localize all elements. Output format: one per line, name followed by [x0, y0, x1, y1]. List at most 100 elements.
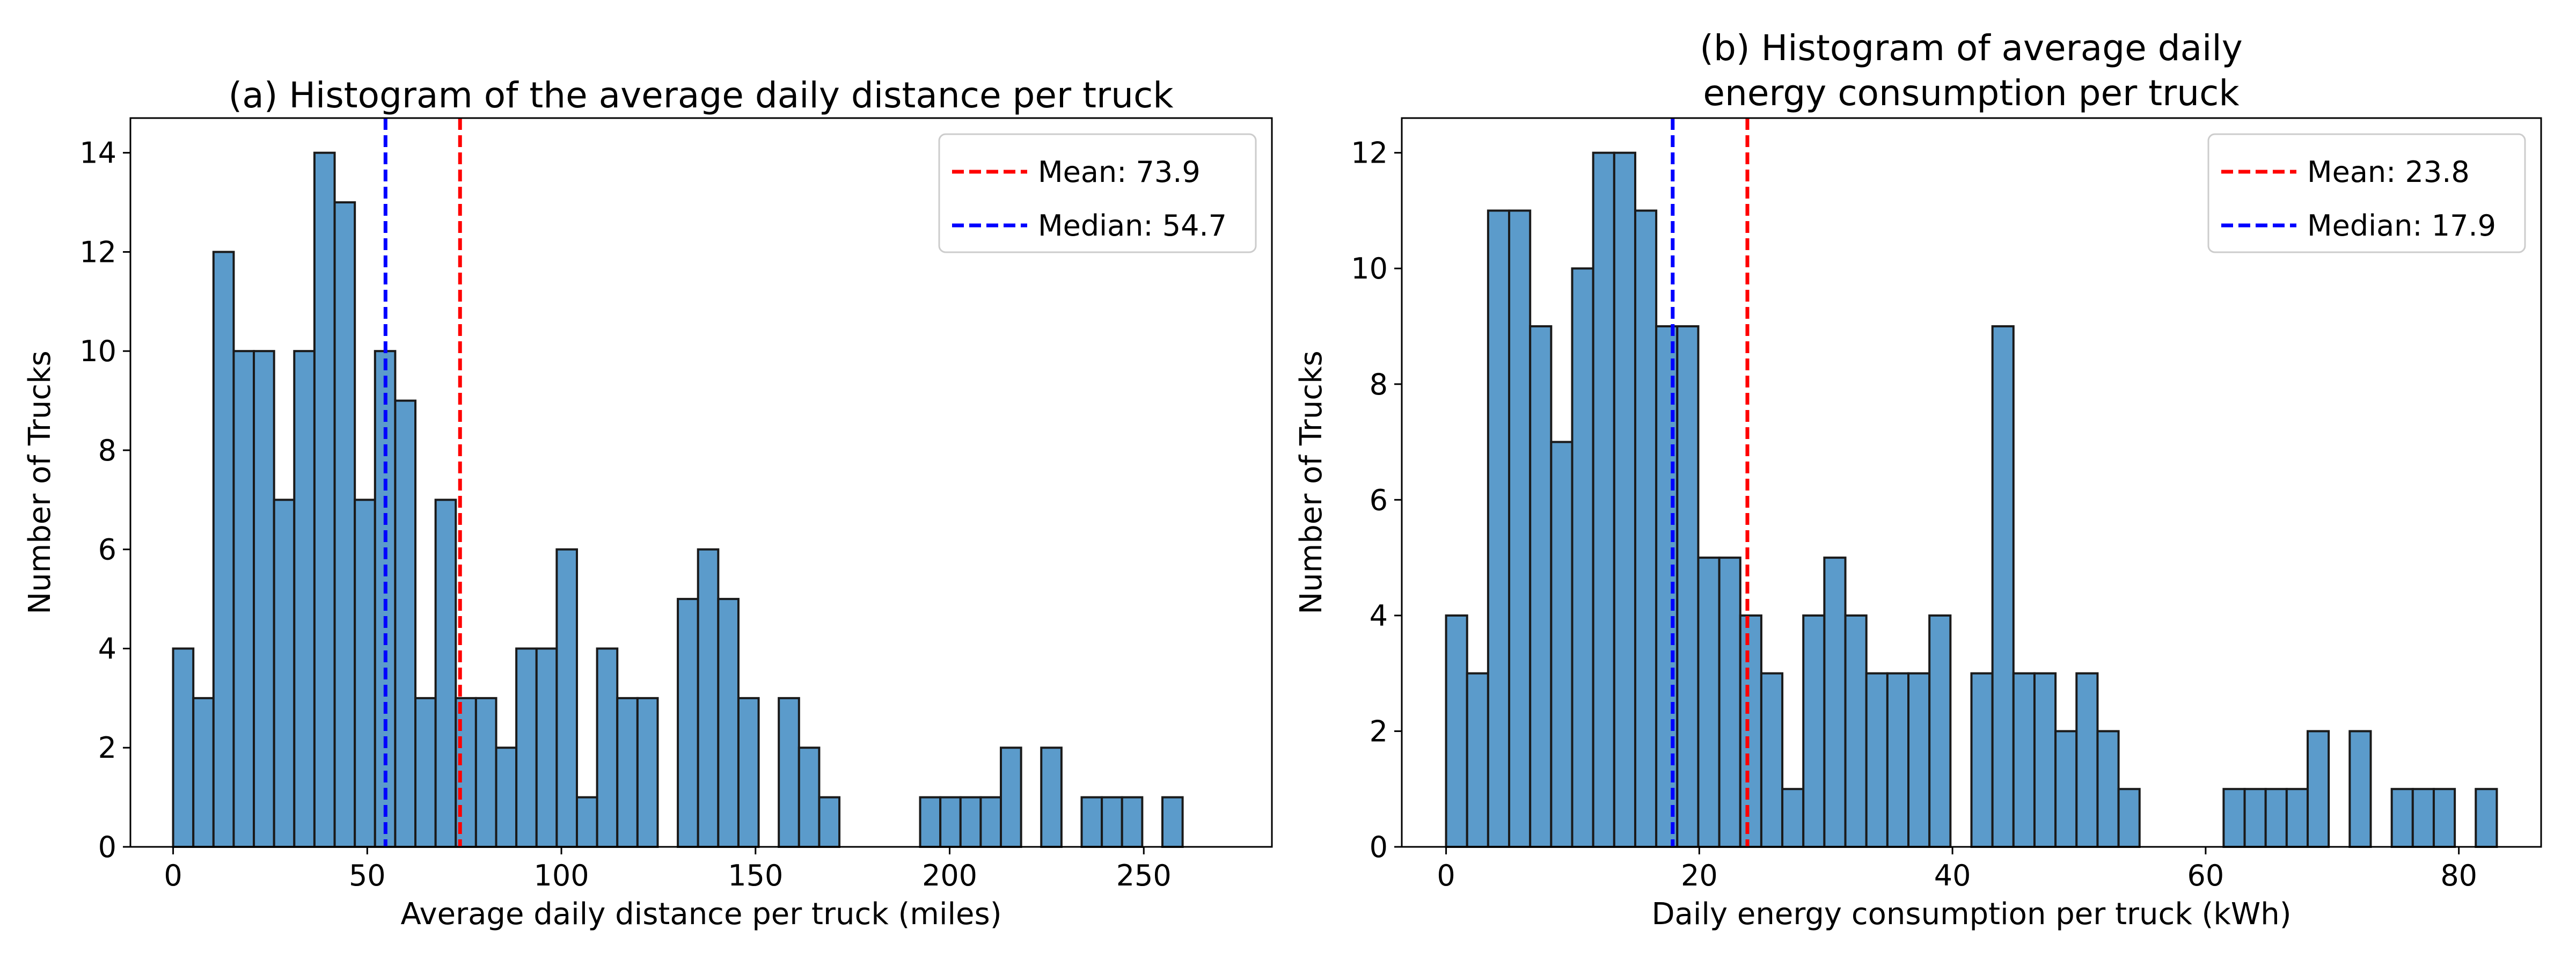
histogram-bar — [2222, 788, 2246, 848]
histogram-bar — [1886, 672, 1910, 848]
legend-entry-label: Median: 17.9 — [2307, 209, 2496, 243]
histogram-bar — [1928, 614, 1952, 848]
y-tick-label: 12 — [1351, 136, 1388, 170]
histogram-bar — [979, 796, 1002, 848]
histogram-bar — [575, 796, 598, 848]
histogram-bar — [273, 499, 296, 848]
histogram-bar — [2264, 788, 2288, 848]
histogram-bar — [313, 151, 336, 848]
histogram-bar — [1040, 747, 1063, 848]
histogram-bar — [394, 399, 417, 848]
panel-a: 0 50 100 150 200 250 0 2 4 6 8 10 12 14 Average daily … — [23, 75, 1273, 932]
histogram-bar — [1739, 614, 1762, 848]
histogram-bar — [1571, 267, 1594, 848]
x-tick-label: 40 — [1934, 859, 1971, 892]
histogram-bar — [474, 697, 497, 848]
histogram-bar — [1121, 796, 1144, 848]
histogram-bar — [2285, 788, 2309, 848]
histogram-bar — [1634, 209, 1658, 848]
y-tick-label: 8 — [1370, 368, 1388, 401]
histogram-bar — [2054, 730, 2078, 848]
y-tick-label: 12 — [79, 235, 116, 269]
histogram-bar — [1529, 325, 1553, 848]
panel-b: 0 20 40 60 80 0 2 4 6 8 10 12 Daily energy consumpti… — [1294, 27, 2542, 932]
histogram-bar — [1550, 441, 1574, 848]
histogram-bar — [2012, 672, 2036, 848]
chart-title: (a) Histogram of the average daily dista… — [229, 75, 1174, 116]
histogram-bar — [2243, 788, 2267, 848]
histogram-bar — [192, 697, 215, 848]
y-tick-label: 8 — [98, 434, 116, 467]
y-axis-label: Number of Trucks — [23, 350, 57, 614]
histogram-bar — [1865, 672, 1889, 848]
histogram-bar — [354, 499, 376, 848]
x-tick-label: 200 — [922, 859, 977, 892]
legend-entry-label: Median: 54.7 — [1038, 209, 1227, 243]
y-tick-label: 10 — [1351, 252, 1388, 286]
histogram-bar — [939, 796, 962, 848]
histogram-bar — [293, 350, 316, 848]
histogram-bar — [2411, 788, 2435, 848]
histogram-bar — [2307, 730, 2330, 848]
legend-box — [938, 133, 1257, 253]
legend-box — [2207, 133, 2526, 253]
x-tick-label: 60 — [2187, 859, 2224, 892]
y-tick-label: 2 — [1370, 714, 1388, 748]
histogram-bar — [333, 201, 356, 848]
histogram-bar — [616, 697, 639, 848]
histogram-bar — [1823, 557, 1847, 848]
histogram-bar — [1718, 557, 1741, 848]
histogram-bar — [596, 647, 619, 848]
y-tick-label: 0 — [1370, 830, 1388, 864]
x-tick-label: 250 — [1116, 859, 1172, 892]
y-tick-label: 10 — [79, 334, 116, 368]
histogram-bar — [2075, 672, 2099, 848]
histogram-bar — [1970, 672, 1994, 848]
y-tick-label: 4 — [1370, 599, 1388, 633]
histogram-bar — [1844, 614, 1868, 848]
histogram-bar — [2432, 788, 2456, 848]
histogram-bar — [697, 548, 720, 848]
histogram-bar — [1445, 614, 1468, 848]
histogram-bar — [1466, 672, 1489, 848]
histogram-bar — [1676, 325, 1700, 848]
histogram-bar — [1802, 614, 1826, 848]
histogram-bar — [1613, 151, 1636, 848]
y-tick-label: 4 — [98, 632, 116, 665]
histogram-bar — [172, 647, 195, 848]
histogram-bar — [253, 350, 275, 848]
histogram-bar — [919, 796, 942, 848]
legend-entry-label: Mean: 23.8 — [2307, 155, 2470, 189]
x-tick-label: 100 — [534, 859, 589, 892]
histogram-bar — [717, 598, 740, 848]
histogram-bar — [232, 350, 255, 848]
x-tick-label: 0 — [1437, 859, 1455, 892]
y-tick-label: 14 — [79, 136, 116, 170]
x-tick-label: 50 — [349, 859, 386, 892]
y-tick-label: 6 — [1370, 483, 1388, 517]
x-tick-label: 0 — [164, 859, 182, 892]
histogram-bar — [2475, 788, 2498, 848]
y-tick-label: 6 — [98, 533, 116, 567]
histogram-bar — [1991, 325, 2015, 848]
histogram-bar — [212, 251, 235, 848]
histogram-bar — [2348, 730, 2372, 848]
x-tick-label: 150 — [728, 859, 783, 892]
histogram-bar — [778, 697, 800, 848]
chart-title: (b) Histogram of average daily — [1700, 27, 2243, 69]
histogram-bar — [2117, 788, 2141, 848]
histogram-bar — [737, 697, 760, 848]
x-tick-label: 80 — [2440, 859, 2477, 892]
histogram-bar — [2390, 788, 2414, 848]
plot-area-frame — [1401, 117, 2542, 848]
histogram-bar — [515, 647, 538, 848]
x-axis-label: Daily energy consumption per truck (kWh) — [1651, 897, 2291, 932]
histogram-bar — [495, 747, 518, 848]
y-tick-label: 0 — [98, 830, 116, 864]
chart-title: energy consumption per truck — [1703, 72, 2240, 114]
histogram-bar — [636, 697, 659, 848]
histogram-bar — [2096, 730, 2120, 848]
histogram-bar — [818, 796, 841, 848]
histogram-bar — [1760, 672, 1784, 848]
y-axis-label: Number of Trucks — [1294, 350, 1329, 614]
